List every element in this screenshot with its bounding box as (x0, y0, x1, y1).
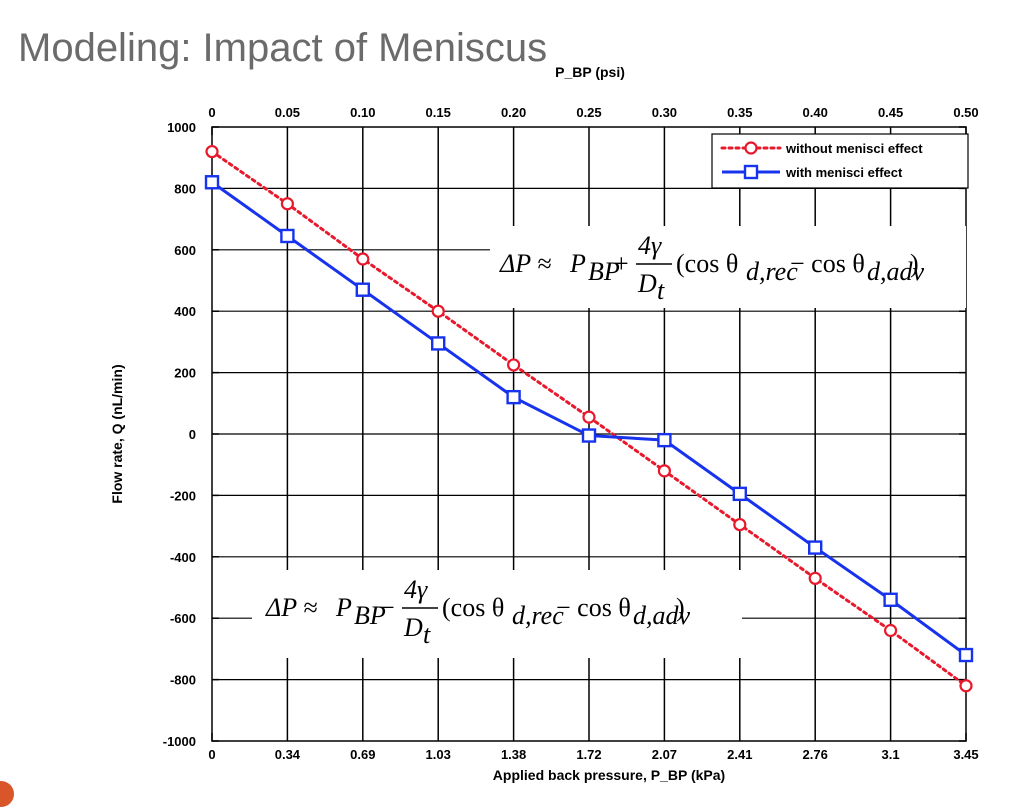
equation-p: P (569, 249, 586, 278)
equation-cos2: − cos θ (556, 593, 631, 622)
slide-title: Modeling: Impact of Meniscus (18, 26, 548, 70)
lower-equation: ΔP ≈ P BP−4γ D t (cos θ d,rec− cos θ d,adv) (265, 575, 691, 649)
legend-label-1: with menisci effect (785, 165, 903, 180)
equation-denominator: D (403, 613, 423, 642)
equation-numerator: 4γ (404, 575, 428, 604)
equation-close: ) (910, 249, 919, 278)
equation-sub-t: t (657, 276, 665, 305)
data-point-circle (959, 679, 973, 693)
x-tick-label-psi: 0.15 (426, 105, 451, 120)
x-axis-label: Applied back pressure, P_BP (kPa) (493, 767, 725, 783)
y-tick-label: 400 (174, 304, 196, 319)
x-tick-label-kpa: 0.34 (275, 747, 301, 762)
x-tick-label-psi: 0.10 (350, 105, 375, 120)
x-tick-label-kpa: 2.41 (727, 747, 752, 762)
data-point-circle (280, 197, 294, 211)
y-tick-label: -1000 (163, 734, 196, 749)
data-point-square (280, 228, 295, 244)
data-point-circle (506, 358, 521, 372)
x-tick-label-kpa: 1.72 (576, 747, 601, 762)
equation-cos1: (cos θ (442, 593, 504, 622)
data-point-square (808, 540, 823, 555)
equation-sub-rec: d,rec (512, 601, 564, 630)
y-tick-label: 0 (189, 427, 196, 442)
x-tick-label-psi: 0 (208, 105, 215, 120)
x-tick-label-kpa: 0.69 (350, 747, 375, 762)
equation-sub-bp: BP (588, 257, 620, 286)
data-point-circle (582, 410, 596, 424)
x-tick-label-psi: 0.40 (803, 105, 828, 120)
equation-lhs: ΔP ≈ (499, 249, 551, 278)
equation-cos2: − cos θ (790, 249, 865, 278)
data-point-square (883, 592, 898, 607)
equation-sign: − (380, 593, 395, 622)
equation-sub-rec: d,rec (746, 257, 798, 286)
top-axis-label: P_BP (psi) (555, 64, 625, 80)
data-point-circle (883, 623, 898, 638)
upper-equation-bg (490, 226, 966, 308)
y-tick-label: -400 (170, 550, 196, 565)
equation-sub-bp: BP (354, 601, 386, 630)
equation-sub-adv: d,adv (867, 257, 925, 286)
data-point-square (431, 336, 446, 351)
legend-marker-circle (744, 141, 758, 155)
x-tick-label-kpa: 2.07 (652, 747, 677, 762)
x-tick-label-kpa: 2.76 (803, 747, 828, 762)
data-point-circle (356, 252, 370, 266)
data-point-square (732, 486, 747, 502)
equation-numerator: 4γ (638, 231, 662, 260)
data-point-square (958, 647, 974, 663)
data-point-square (355, 282, 370, 297)
x-tick-label-kpa: 1.38 (501, 747, 526, 762)
equation-denominator: D (637, 269, 657, 298)
lower-equation-bg (252, 570, 742, 658)
data-point-square (581, 428, 597, 443)
data-point-circle (657, 464, 672, 478)
data-point-square (204, 175, 220, 190)
x-tick-label-psi: 0.20 (501, 105, 526, 120)
y-tick-label: 1000 (167, 120, 196, 135)
equation-sub-t: t (423, 620, 431, 649)
x-tick-label-kpa: 1.03 (426, 747, 451, 762)
equation-sign: + (614, 249, 629, 278)
x-tick-label-psi: 0.35 (727, 105, 752, 120)
y-tick-label: 600 (174, 243, 196, 258)
x-tick-label-psi: 0.05 (275, 105, 300, 120)
equation-cos1: (cos θ (676, 249, 738, 278)
data-point-square (506, 389, 521, 405)
y-axis-label: Flow rate, Q (nL/min) (109, 364, 125, 503)
x-tick-label-kpa: 3.45 (953, 747, 978, 762)
x-tick-label-kpa: 3.1 (882, 747, 900, 762)
y-tick-label: 800 (174, 181, 196, 196)
equation-sub-adv: d,adv (633, 601, 691, 630)
equation-p: P (335, 593, 352, 622)
legend-marker-square (743, 164, 759, 180)
x-tick-label-kpa: 0 (208, 747, 215, 762)
x-tick-label-psi: 0.50 (953, 105, 978, 120)
equation-close: ) (676, 593, 685, 622)
y-tick-label: -600 (170, 611, 196, 626)
y-tick-label: -800 (170, 673, 196, 688)
y-tick-label: 200 (174, 366, 196, 381)
data-point-circle (205, 144, 219, 159)
x-tick-label-psi: 0.45 (878, 105, 903, 120)
y-tick-label: -200 (170, 488, 196, 503)
x-tick-label-psi: 0.25 (576, 105, 601, 120)
legend-label-0: without menisci effect (785, 141, 923, 156)
upper-equation: ΔP ≈ P BP+4γ D t (cos θ d,rec− cos θ d,adv) (499, 231, 925, 305)
data-point-square (657, 432, 672, 448)
data-point-circle (808, 571, 822, 585)
equation-lhs: ΔP ≈ (265, 593, 317, 622)
data-point-circle (431, 304, 445, 318)
x-tick-label-psi: 0.30 (652, 105, 677, 120)
data-point-circle (733, 517, 747, 532)
